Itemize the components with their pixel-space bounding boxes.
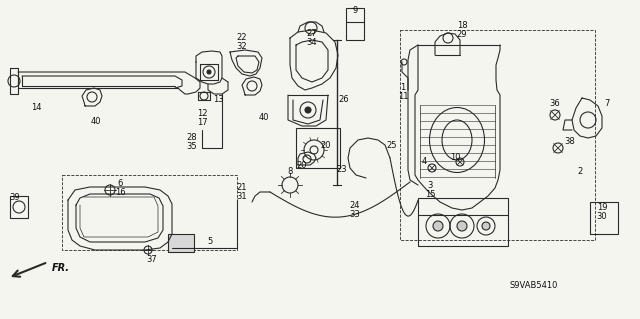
Text: 20: 20 (321, 140, 332, 150)
Text: FR.: FR. (52, 263, 70, 273)
Text: 9: 9 (353, 6, 358, 15)
Circle shape (482, 222, 490, 230)
Circle shape (207, 70, 211, 74)
Text: 25: 25 (387, 140, 397, 150)
Text: 38: 38 (564, 137, 575, 146)
Circle shape (305, 107, 311, 113)
Text: 8: 8 (287, 167, 292, 176)
Bar (62, 175, 237, 250)
Text: 24
33: 24 33 (349, 201, 360, 219)
Circle shape (433, 221, 443, 231)
Circle shape (457, 221, 467, 231)
Text: 40: 40 (259, 114, 269, 122)
Text: 37: 37 (147, 256, 157, 264)
Text: 3
15: 3 15 (425, 181, 435, 199)
Bar (346, 8, 364, 40)
Text: 28
35: 28 35 (187, 133, 197, 151)
Text: 20: 20 (297, 160, 307, 169)
Text: 4: 4 (421, 158, 427, 167)
Text: 26: 26 (339, 95, 349, 105)
Text: 27
34: 27 34 (307, 29, 317, 47)
Text: 1
11: 1 11 (397, 83, 408, 101)
Bar (418, 198, 508, 246)
Text: 14: 14 (31, 103, 41, 113)
Text: 39: 39 (10, 194, 20, 203)
Text: 36: 36 (550, 99, 561, 108)
Text: 22
32: 22 32 (237, 33, 247, 51)
Text: 12
17: 12 17 (196, 109, 207, 127)
Text: 40: 40 (91, 117, 101, 127)
Text: S9VAB5410: S9VAB5410 (510, 281, 558, 291)
Text: 2: 2 (577, 167, 582, 176)
Text: 21
31: 21 31 (237, 183, 247, 201)
Bar (590, 202, 618, 234)
Text: 13: 13 (212, 95, 223, 105)
Text: 10: 10 (450, 153, 460, 162)
Bar (10, 196, 28, 218)
Text: 18
29: 18 29 (457, 21, 467, 39)
Bar (168, 234, 194, 252)
Bar (296, 128, 340, 168)
Bar (400, 30, 595, 240)
Text: 6
16: 6 16 (115, 179, 125, 197)
Text: 5: 5 (207, 238, 212, 247)
Text: 23: 23 (337, 166, 348, 174)
Text: 7: 7 (604, 99, 610, 108)
Text: 19
30: 19 30 (596, 203, 607, 221)
